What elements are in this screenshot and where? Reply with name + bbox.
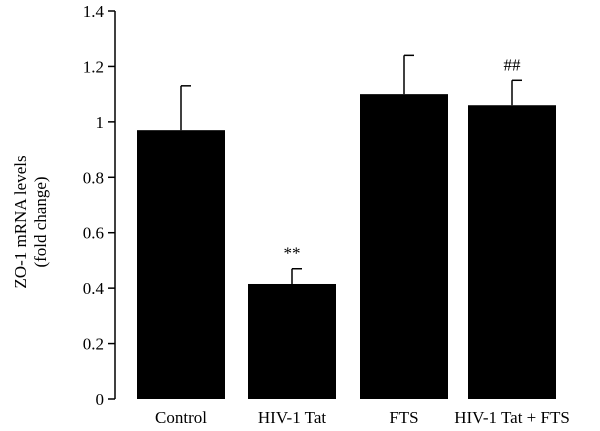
- x-category-label: HIV-1 Tat: [258, 408, 327, 427]
- significance-label: **: [284, 244, 301, 263]
- x-axis-labels: Control HIV-1 Tat FTS HIV-1 Tat + FTS: [155, 408, 570, 427]
- significance-label: ##: [504, 55, 522, 74]
- y-tick-label: 1.4: [83, 2, 105, 21]
- y-tick-label: 0.8: [83, 168, 104, 187]
- y-tick-label: 0.6: [83, 224, 104, 243]
- y-tick-label: 0.2: [83, 335, 104, 354]
- y-tick-label: 0: [96, 390, 105, 409]
- error-bars: [180, 54, 522, 284]
- bar: [468, 105, 556, 399]
- bars: [137, 94, 556, 400]
- y-tick-label: 1: [96, 113, 105, 132]
- y-axis-title-line2: (fold change): [31, 176, 50, 267]
- x-category-label: HIV-1 Tat + FTS: [454, 408, 570, 427]
- y-axis: 0 0.2 0.4 0.6 0.8 1 1.2 1.4: [83, 2, 116, 409]
- bar: [137, 130, 225, 399]
- bar: [248, 283, 336, 399]
- x-category-label: FTS: [389, 408, 418, 427]
- significance-annotations: ** ##: [284, 55, 522, 262]
- y-tick-label: 0.4: [83, 279, 105, 298]
- x-category-label: Control: [155, 408, 207, 427]
- y-axis-title-line1: ZO-1 mRNA levels: [11, 155, 30, 288]
- bar: [360, 94, 448, 400]
- y-tick-label: 1.2: [83, 57, 104, 76]
